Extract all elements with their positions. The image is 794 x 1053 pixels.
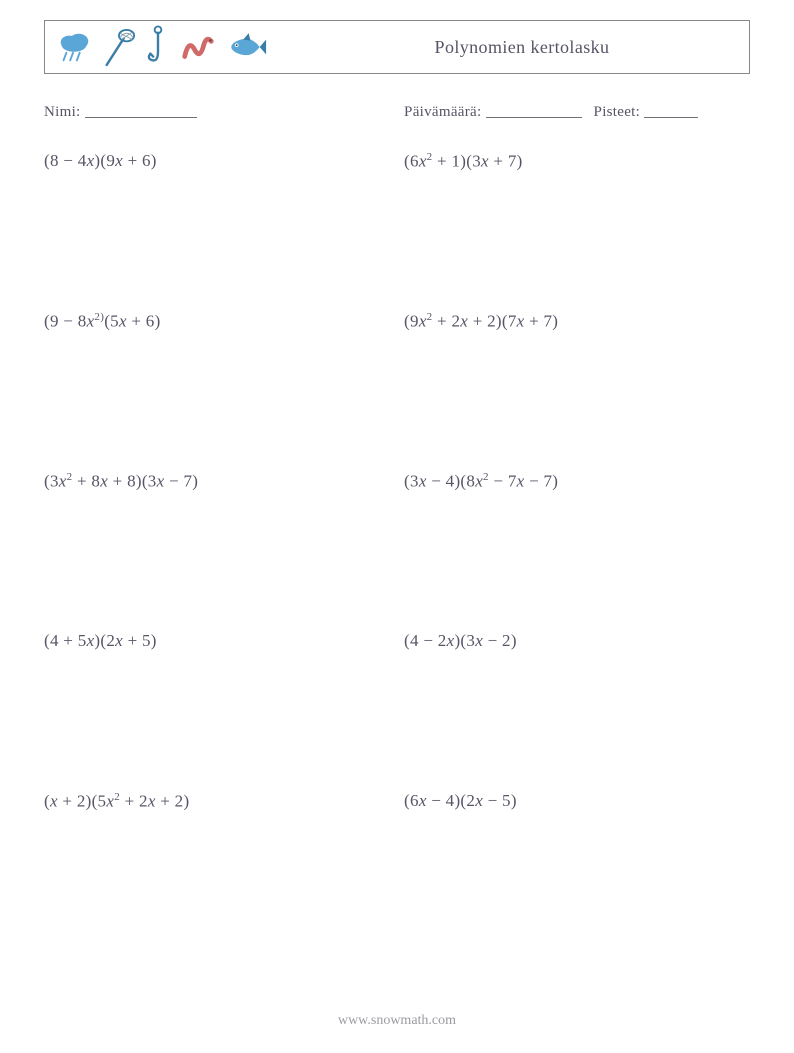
footer-url: www.snowmath.com	[0, 1013, 794, 1029]
problem-right: (4 − 2x)(3x − 2)	[404, 631, 750, 651]
date-label: Päivämäärä:	[404, 104, 481, 120]
hook-icon	[143, 25, 173, 69]
problem-right: (9x2 + 2x + 2)(7x + 7)	[404, 311, 750, 332]
meta-row: Nimi: Päivämäärä: Pisteet:	[44, 102, 750, 121]
problem-row: (3x2 + 8x + 8)(3x − 7)(3x − 4)(8x2 − 7x …	[44, 471, 750, 631]
problem-right: (6x − 4)(2x − 5)	[404, 791, 750, 811]
score-blank[interactable]	[644, 104, 698, 118]
problem-row: (4 + 5x)(2x + 5)(4 − 2x)(3x − 2)	[44, 631, 750, 791]
problem-row: (9 − 8x2)(5x + 6)(9x2 + 2x + 2)(7x + 7)	[44, 311, 750, 471]
problem-right: (6x2 + 1)(3x + 7)	[404, 151, 750, 172]
problem-left: (4 + 5x)(2x + 5)	[44, 631, 404, 651]
worm-icon	[179, 27, 217, 67]
problem-left: (8 − 4x)(9x + 6)	[44, 151, 404, 171]
problem-left: (9 − 8x2)(5x + 6)	[44, 311, 404, 332]
problem-left: (x + 2)(5x2 + 2x + 2)	[44, 791, 404, 812]
problem-row: (x + 2)(5x2 + 2x + 2)(6x − 4)(2x − 5)	[44, 791, 750, 951]
date-blank[interactable]	[486, 104, 582, 118]
header-icons	[55, 25, 267, 69]
problem-right: (3x − 4)(8x2 − 7x − 7)	[404, 471, 750, 492]
fish-icon	[223, 30, 267, 64]
problems-grid: (8 − 4x)(9x + 6)(6x2 + 1)(3x + 7)(9 − 8x…	[44, 151, 750, 951]
score-label: Pisteet:	[594, 104, 641, 120]
net-icon	[99, 25, 137, 69]
name-blank[interactable]	[85, 104, 197, 118]
name-label: Nimi:	[44, 104, 81, 120]
rain-cloud-icon	[55, 28, 93, 66]
problem-left: (3x2 + 8x + 8)(3x − 7)	[44, 471, 404, 492]
header-box: Polynomien kertolasku	[44, 20, 750, 74]
problem-row: (8 − 4x)(9x + 6)(6x2 + 1)(3x + 7)	[44, 151, 750, 311]
